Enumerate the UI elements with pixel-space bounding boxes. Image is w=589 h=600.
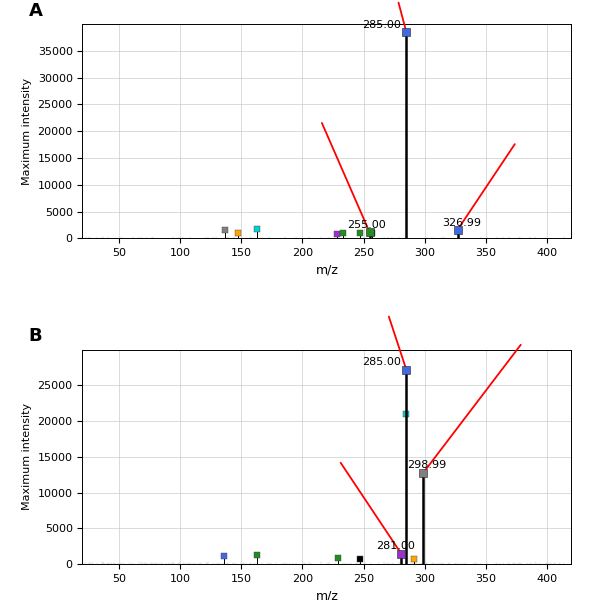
Text: B: B xyxy=(29,328,42,346)
Text: 285.00: 285.00 xyxy=(362,357,401,367)
Y-axis label: Maximum intensity: Maximum intensity xyxy=(22,77,32,185)
Text: 281.00: 281.00 xyxy=(376,541,415,551)
Text: 298.99: 298.99 xyxy=(408,460,446,470)
X-axis label: m/z: m/z xyxy=(316,589,338,600)
Y-axis label: Maximum intensity: Maximum intensity xyxy=(22,403,32,511)
Text: 285.00: 285.00 xyxy=(362,20,401,30)
X-axis label: m/z: m/z xyxy=(316,263,338,277)
Text: 326.99: 326.99 xyxy=(442,218,481,227)
Text: A: A xyxy=(29,2,42,20)
Text: 255.00: 255.00 xyxy=(347,220,385,230)
